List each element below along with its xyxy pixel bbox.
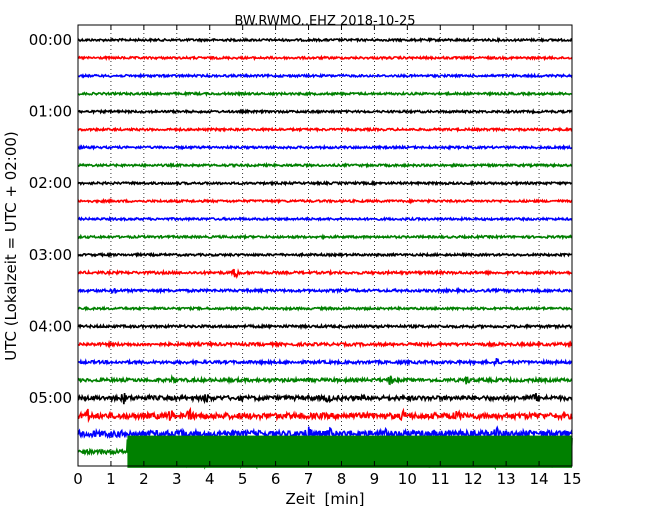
y-tick-label: 00:00 [29, 31, 72, 49]
trace-0345 [78, 305, 573, 312]
y-tick-label: 04:00 [29, 317, 72, 335]
trace-0315 [77, 268, 573, 280]
trace-0015 [77, 54, 573, 62]
trace-0215 [77, 197, 573, 205]
y-tick-label: 05:00 [29, 389, 72, 407]
x-tick-label: 14 [530, 470, 549, 488]
trace-0515 [77, 406, 573, 424]
chart-title: BW.RWMO..EHZ 2018-10-25 [234, 14, 415, 29]
x-grid [110, 25, 540, 466]
x-tick-label: 3 [172, 470, 182, 488]
trace-0145 [77, 161, 573, 169]
x-tick-label: 11 [431, 470, 450, 488]
x-tick-label: 7 [304, 470, 314, 488]
y-axis-label: UTC (Lokalzeit = UTC + 02:00) [2, 131, 20, 361]
x-tick-label: 1 [106, 470, 116, 488]
y-tick-label: 02:00 [29, 174, 72, 192]
x-tick-label: 13 [497, 470, 516, 488]
x-tick-label: 5 [238, 470, 248, 488]
traces [77, 36, 573, 471]
trace-0300 [77, 251, 573, 259]
trace-0245 [77, 233, 573, 241]
x-tick-label: 12 [464, 470, 483, 488]
x-tick-label: 2 [139, 470, 149, 488]
y-axis-ticks: 00:00 01:00 02:00 03:00 04:00 05:00 [29, 31, 83, 407]
trace-0000 [77, 36, 573, 44]
x-axis-ticks: 0 1 2 3 4 5 6 7 8 9 10 11 12 13 14 15 [73, 25, 582, 488]
y-tick-label: 03:00 [29, 246, 72, 264]
trace-0045 [77, 90, 573, 98]
trace-0030 [77, 72, 573, 79]
trace-0400 [77, 322, 573, 331]
trace-0230 [77, 215, 573, 223]
x-axis-label: Zeit [min] [285, 490, 364, 508]
trace-0500 [77, 392, 573, 405]
trace-0445 [77, 373, 573, 386]
trace-0415 [77, 339, 573, 349]
trace-0115 [77, 126, 573, 133]
x-tick-label: 0 [73, 470, 83, 488]
x-tick-label: 9 [370, 470, 380, 488]
trace-0330 [77, 286, 573, 295]
x-tick-label: 10 [398, 470, 417, 488]
x-tick-label: 8 [337, 470, 347, 488]
x-tick-label: 15 [562, 470, 581, 488]
plot-area-frame [77, 24, 573, 467]
trace-0200 [77, 179, 573, 187]
trace-0130 [77, 144, 573, 151]
trace-0100 [77, 108, 573, 115]
x-tick-label: 4 [205, 470, 215, 488]
x-tick-label: 6 [271, 470, 281, 488]
y-tick-label: 01:00 [29, 103, 72, 121]
trace-0430 [77, 357, 573, 368]
saturated-signal-block [127, 435, 573, 468]
